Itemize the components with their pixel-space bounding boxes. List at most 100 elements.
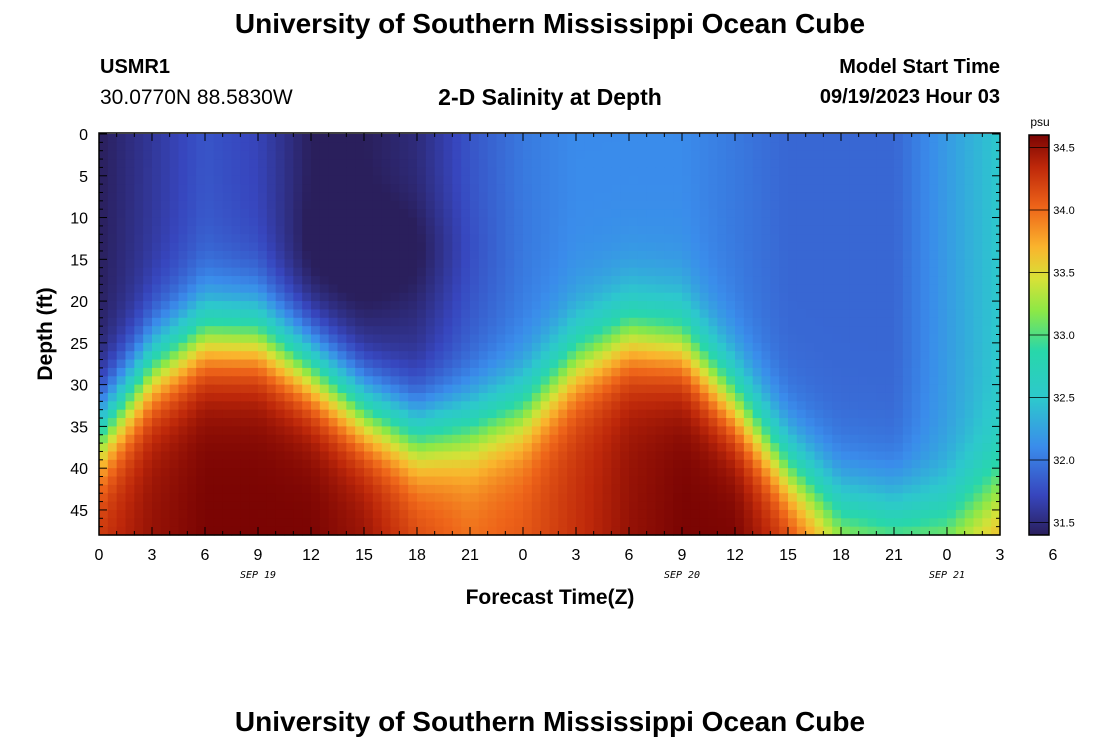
heatmap-cell [567,334,577,344]
heatmap-cell [682,443,692,453]
heatmap-cell [655,150,665,160]
heatmap-cell [125,209,135,219]
heatmap-cell [125,392,135,402]
heatmap-cell [726,526,736,536]
heatmap-cell [372,326,383,336]
heatmap-cell [293,384,303,394]
heatmap-cell [593,468,604,478]
heatmap-cell [169,225,180,235]
heatmap-cell [955,367,966,377]
heatmap-cell [964,493,975,503]
heatmap-cell [690,234,701,244]
heatmap-cell [805,159,816,169]
heatmap-cell [602,284,612,294]
heatmap-cell [496,284,506,294]
heatmap-cell [982,451,992,461]
heatmap-cell [726,518,736,528]
heatmap-cell [620,443,630,453]
heatmap-cell [461,217,471,227]
heatmap-cell [991,359,1001,369]
heatmap-cell [849,526,860,536]
heatmap-cell [434,234,445,244]
heatmap-cell [867,309,877,319]
heatmap-cell [381,250,392,260]
heatmap-cell [779,501,789,511]
heatmap-cell [708,426,718,436]
heatmap-cell [311,384,321,394]
heatmap-cell [514,150,524,160]
heatmap-cell [514,426,524,436]
heatmap-cell [390,209,400,219]
heatmap-cell [293,376,303,386]
heatmap-cell [240,367,250,377]
heatmap-cell [531,484,542,494]
heatmap-cell [796,484,807,494]
heatmap-cell [390,476,400,486]
heatmap-cell [540,351,551,361]
heatmap-cell [425,359,436,369]
heatmap-cell [902,409,913,419]
heatmap-cell [505,351,515,361]
heatmap-cell [372,217,383,227]
heatmap-cell [637,367,648,377]
heatmap-cell [381,184,392,194]
heatmap-cell [417,175,427,185]
heatmap-cell [885,376,895,386]
heatmap-cell [372,150,383,160]
heatmap-cell [337,392,347,402]
heatmap-cell [478,426,489,436]
heatmap-cell [258,526,268,536]
heatmap-cell [885,342,895,352]
heatmap-cell [213,468,224,478]
heatmap-cell [690,326,701,336]
heatmap-cell [311,142,321,152]
heatmap-cell [213,142,224,152]
heatmap-cell [593,292,604,302]
heatmap-cell [364,209,374,219]
heatmap-cell [523,209,533,219]
heatmap-cell [584,234,595,244]
heatmap-cell [505,259,515,269]
heatmap-cell [178,367,188,377]
heatmap-cell [779,326,789,336]
heatmap-cell [116,267,127,277]
heatmap-cell [258,267,268,277]
heatmap-cell [240,175,250,185]
heatmap-cell [399,175,409,185]
heatmap-cell [584,401,595,411]
heatmap-cell [319,342,330,352]
heatmap-cell [152,342,162,352]
heatmap-cell [240,159,250,169]
heatmap-cell [629,501,639,511]
heatmap-cell [699,401,710,411]
heatmap-cell [125,501,135,511]
heatmap-cell [461,284,471,294]
heatmap-cell [682,150,692,160]
heatmap-cell [779,384,789,394]
heatmap-cell [478,351,489,361]
heatmap-cell [293,159,303,169]
heatmap-cell [726,401,736,411]
heatmap-cell [470,367,480,377]
heatmap-cell [726,342,736,352]
heatmap-cell [752,509,763,519]
heatmap-cell [902,192,913,202]
heatmap-cell [284,234,294,244]
heatmap-cell [390,501,400,511]
heatmap-cell [858,234,869,244]
heatmap-cell [461,526,471,536]
heatmap-cell [399,259,409,269]
heatmap-cell [761,309,771,319]
heatmap-cell [620,342,630,352]
heatmap-cell [240,426,250,436]
heatmap-cell [708,392,718,402]
heatmap-cell [841,242,851,252]
heatmap-cell [947,468,957,478]
heatmap-cell [743,192,754,202]
heatmap-cell [602,167,612,177]
heatmap-cell [222,309,233,319]
heatmap-cell [355,501,365,511]
heatmap-cell [470,484,480,494]
heatmap-cell [637,342,648,352]
heatmap-cell [461,225,471,235]
